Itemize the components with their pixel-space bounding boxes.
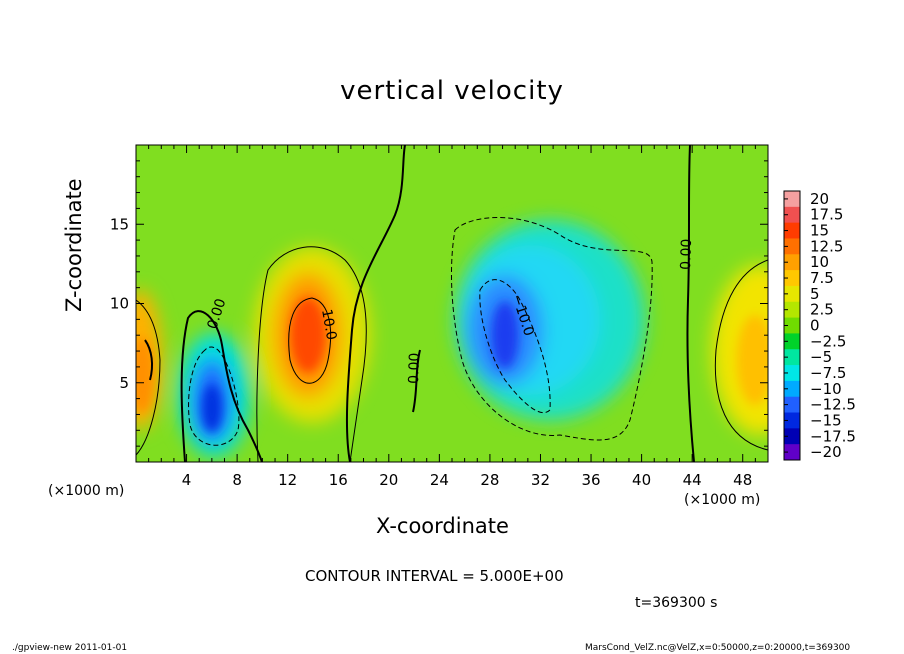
colorbar-swatch <box>784 365 800 382</box>
cool-core-cell3 <box>491 301 519 369</box>
x-axis-label: X-coordinate <box>376 514 509 538</box>
contour-plus5-right <box>714 259 768 451</box>
contour-label-2: 10.0 <box>318 308 339 341</box>
colorbar-swatch <box>784 317 800 334</box>
zero-contour-3 <box>686 145 695 462</box>
x-tick-label: 32 <box>531 471 550 489</box>
colorbar-label: 15 <box>810 222 829 240</box>
y-tick-label: 10 <box>110 295 129 313</box>
colorbar-label: 0 <box>810 317 820 335</box>
colorbar-swatch <box>784 191 800 208</box>
contour-plus5-left <box>136 299 161 456</box>
colorbar-swatch <box>784 238 800 255</box>
colorbar-swatch <box>784 285 800 303</box>
colorbar-label: 12.5 <box>810 237 843 255</box>
zero-contour-2 <box>345 145 406 462</box>
colorbar-label: −5 <box>810 348 832 366</box>
x-tick-label: 48 <box>733 471 752 489</box>
contour-label-5: 0.00 <box>678 238 695 270</box>
warm-core-left <box>136 337 154 413</box>
x-tick-label: 24 <box>430 471 449 489</box>
colorbar-swatch <box>784 254 800 271</box>
contour-minus5-cell1 <box>188 346 240 446</box>
colorbar-swatch <box>784 396 800 414</box>
colorbar-label: 7.5 <box>810 269 834 287</box>
negative-contours <box>188 217 653 446</box>
colorbar-label: −15 <box>810 411 842 429</box>
colorbar-swatch <box>784 349 800 366</box>
colorbar-label: 2.5 <box>810 301 834 319</box>
colorbar-swatch <box>784 333 800 350</box>
y-tick-label: 15 <box>110 215 129 233</box>
x-tick-label: 40 <box>632 471 651 489</box>
chart-title: vertical velocity <box>340 76 564 106</box>
warm-core-cell2 <box>290 297 326 373</box>
footer-right: MarsCond_VelZ.nc@VelZ,x=0:50000,z=0:2000… <box>585 643 851 653</box>
contour-minus5-cell3 <box>450 217 653 441</box>
colorbar-label: −2.5 <box>810 332 846 350</box>
x-unit-right: (×1000 m) <box>684 492 761 508</box>
colorbar-swatch <box>784 301 800 319</box>
zero-contour-4 <box>144 339 154 381</box>
colorbar-label: −7.5 <box>810 364 846 382</box>
colorbar-label: 10 <box>810 253 829 271</box>
x-tick-label: 8 <box>232 471 242 489</box>
colorbar: 2017.51512.5107.552.50−2.5−5−7.5−10−12.5… <box>783 190 856 461</box>
contour-plus5-cell2 <box>256 246 367 462</box>
colorbar-label: −12.5 <box>810 396 856 414</box>
colorbar-label: 17.5 <box>810 206 843 224</box>
positive-contours <box>136 246 768 462</box>
footer-left: ./gpview-new 2011-01-01 <box>12 643 128 653</box>
zero-contour-5 <box>412 349 421 413</box>
zero-contour-1 <box>180 310 263 462</box>
x-unit-left: (×1000 m) <box>48 483 125 499</box>
y-axis-label: Z-coordinate <box>62 178 86 312</box>
colorbar-label: 20 <box>810 190 829 208</box>
colorbar-label: 5 <box>810 285 820 303</box>
time-label: t=369300 s <box>635 595 718 611</box>
x-tick-label: 44 <box>683 471 702 489</box>
cool-core-cell1 <box>202 384 222 432</box>
colorbar-label: −20 <box>810 443 842 461</box>
colorbar-swatch <box>784 412 800 429</box>
x-tick-label: 4 <box>182 471 192 489</box>
heatmap-field <box>136 145 768 462</box>
x-tick-label: 28 <box>480 471 499 489</box>
contour-plus10-cell2 <box>288 297 332 384</box>
colorbar-swatch <box>784 206 800 224</box>
contour-interval: CONTOUR INTERVAL = 5.000E+00 <box>305 567 564 585</box>
y-tick-label: 5 <box>119 374 129 392</box>
colorbar-label: −10 <box>810 380 842 398</box>
colorbar-swatch <box>784 444 800 461</box>
zero-contours <box>144 145 695 462</box>
x-tick-label: 16 <box>329 471 348 489</box>
contour-label-3: 0.00 <box>406 352 423 384</box>
colorbar-swatch <box>784 270 800 287</box>
colorbar-label: −17.5 <box>810 427 856 445</box>
colorbar-swatch <box>784 222 800 239</box>
colorbar-swatch <box>784 380 800 398</box>
x-tick-label: 36 <box>581 471 600 489</box>
x-tick-label: 20 <box>379 471 398 489</box>
colorbar-swatch <box>784 428 800 445</box>
x-tick-label: 12 <box>278 471 297 489</box>
